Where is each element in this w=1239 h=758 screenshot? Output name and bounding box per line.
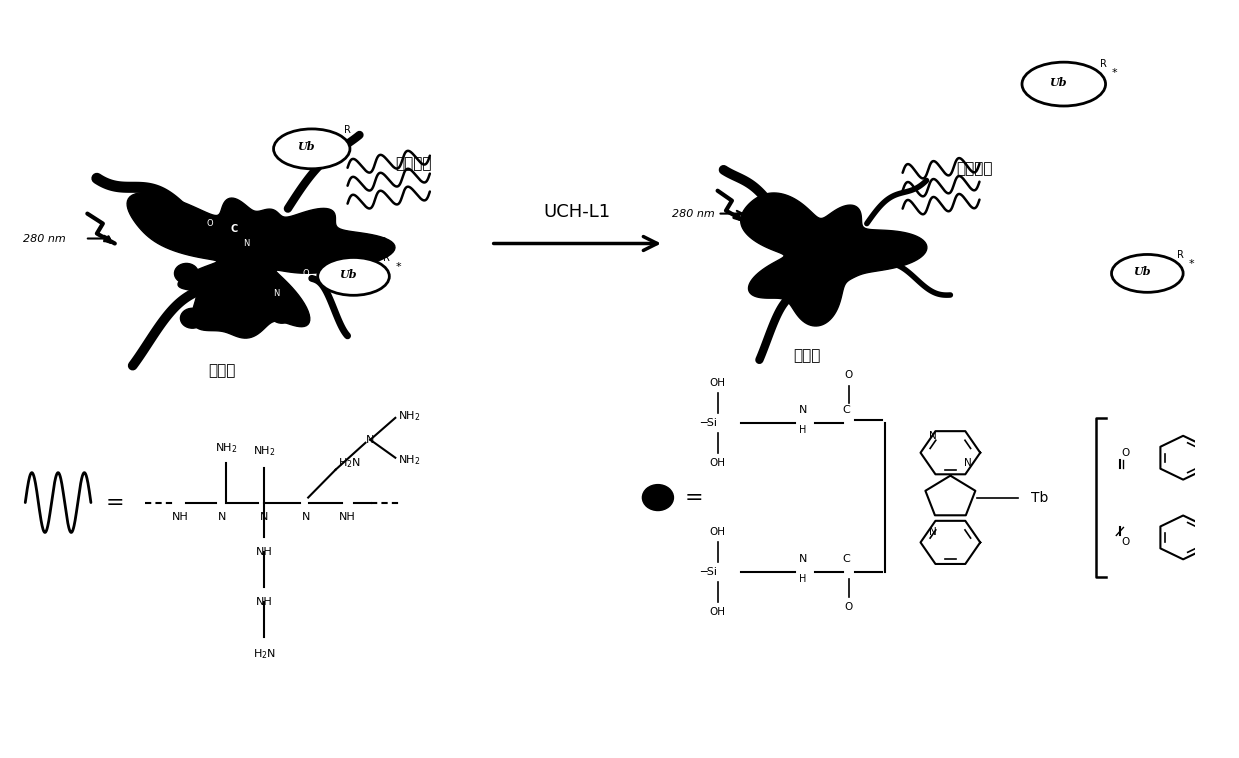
Text: R: R bbox=[1177, 250, 1184, 260]
Ellipse shape bbox=[317, 258, 389, 296]
Text: NH: NH bbox=[255, 547, 273, 557]
Text: NH: NH bbox=[172, 512, 188, 522]
Text: NH$_2$: NH$_2$ bbox=[398, 409, 420, 423]
Text: O: O bbox=[845, 370, 852, 380]
Text: Ub: Ub bbox=[1132, 266, 1150, 277]
Polygon shape bbox=[128, 193, 395, 338]
Text: NH$_2$: NH$_2$ bbox=[214, 441, 237, 455]
Text: H: H bbox=[799, 575, 807, 584]
Circle shape bbox=[175, 264, 198, 283]
Ellipse shape bbox=[274, 129, 349, 169]
Text: =: = bbox=[684, 487, 703, 508]
Text: N: N bbox=[964, 458, 973, 468]
Text: OH: OH bbox=[710, 607, 726, 617]
Text: N: N bbox=[273, 289, 279, 298]
Text: O: O bbox=[1121, 537, 1130, 547]
Text: 280 nm: 280 nm bbox=[673, 208, 715, 218]
Circle shape bbox=[181, 309, 204, 328]
Polygon shape bbox=[741, 193, 927, 326]
Text: O: O bbox=[207, 219, 213, 228]
Text: ─Si: ─Si bbox=[700, 418, 716, 428]
Text: OH: OH bbox=[710, 378, 726, 388]
Text: N: N bbox=[218, 512, 227, 522]
Text: H$_2$N: H$_2$N bbox=[338, 456, 361, 470]
Text: *: * bbox=[395, 262, 401, 272]
Text: H$_2$N: H$_2$N bbox=[253, 647, 275, 661]
Circle shape bbox=[270, 303, 294, 323]
Text: Ub: Ub bbox=[1049, 77, 1067, 88]
Text: Ub: Ub bbox=[297, 141, 315, 152]
Text: H: H bbox=[799, 424, 807, 435]
Text: 介孔硅: 介孔硅 bbox=[793, 348, 820, 363]
Text: N: N bbox=[928, 528, 937, 537]
Text: N: N bbox=[799, 554, 807, 565]
Text: R: R bbox=[1099, 58, 1106, 69]
Text: C: C bbox=[230, 224, 238, 233]
Text: C: C bbox=[843, 405, 850, 415]
Text: 红色发射: 红色发射 bbox=[395, 156, 432, 171]
Ellipse shape bbox=[1022, 62, 1105, 106]
Text: N: N bbox=[301, 512, 310, 522]
Text: N: N bbox=[366, 435, 374, 445]
Text: *: * bbox=[1189, 259, 1194, 269]
Text: N: N bbox=[928, 431, 937, 441]
Text: 绿色发射: 绿色发射 bbox=[957, 161, 992, 177]
Text: O: O bbox=[1121, 448, 1130, 458]
Circle shape bbox=[642, 484, 674, 511]
Text: OH: OH bbox=[710, 528, 726, 537]
Text: R: R bbox=[383, 253, 390, 263]
Text: Tb: Tb bbox=[1031, 490, 1048, 505]
Ellipse shape bbox=[1111, 255, 1183, 293]
Text: N: N bbox=[799, 405, 807, 415]
Text: ─Si: ─Si bbox=[700, 567, 716, 578]
Text: N: N bbox=[243, 239, 249, 248]
Text: UCH-L1: UCH-L1 bbox=[544, 202, 611, 221]
Text: NH$_2$: NH$_2$ bbox=[398, 453, 420, 467]
Text: Ub: Ub bbox=[338, 269, 357, 280]
Text: C: C bbox=[284, 274, 291, 283]
Text: OH: OH bbox=[710, 458, 726, 468]
Text: 介孔硅: 介孔硅 bbox=[208, 363, 235, 378]
Text: *: * bbox=[356, 134, 362, 144]
Text: O: O bbox=[302, 269, 309, 278]
Text: NH: NH bbox=[255, 597, 273, 607]
Text: R: R bbox=[344, 125, 351, 135]
Text: NH: NH bbox=[339, 512, 356, 522]
Text: *: * bbox=[1111, 68, 1118, 78]
Text: 280 nm: 280 nm bbox=[22, 233, 66, 243]
Text: C: C bbox=[843, 554, 850, 565]
Text: =: = bbox=[105, 493, 124, 512]
Text: O: O bbox=[845, 602, 852, 612]
Text: NH$_2$: NH$_2$ bbox=[253, 444, 275, 458]
Text: N: N bbox=[260, 512, 268, 522]
